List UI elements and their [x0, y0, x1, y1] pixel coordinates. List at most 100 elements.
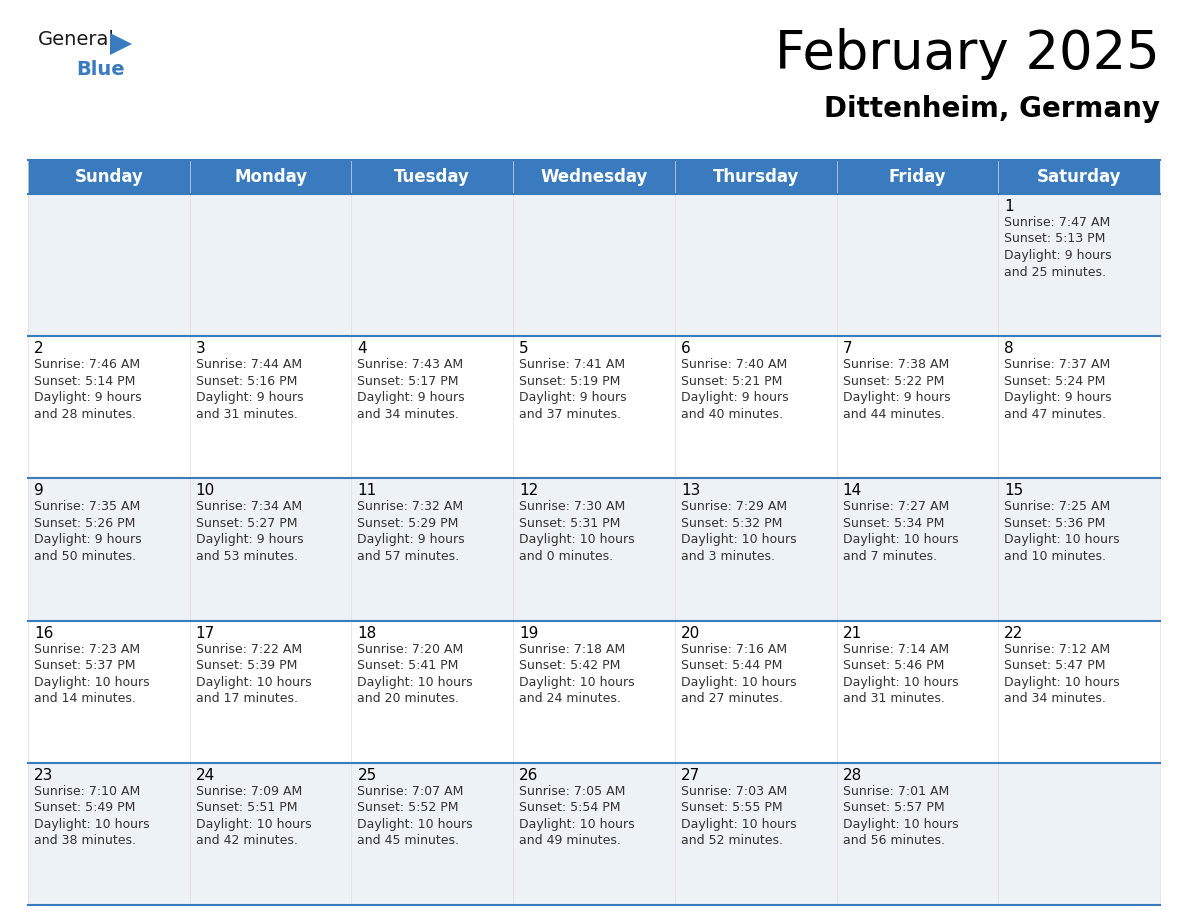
Bar	[352, 621, 513, 763]
Text: 2: 2	[34, 341, 44, 356]
Text: 24: 24	[196, 767, 215, 783]
Bar	[675, 763, 836, 905]
Bar	[29, 160, 190, 194]
Text: 13: 13	[681, 484, 700, 498]
Text: Sunrise: 7:01 AM
Sunset: 5:57 PM
Daylight: 10 hours
and 56 minutes.: Sunrise: 7:01 AM Sunset: 5:57 PM Dayligh…	[842, 785, 959, 847]
Text: Sunrise: 7:18 AM
Sunset: 5:42 PM
Daylight: 10 hours
and 24 minutes.: Sunrise: 7:18 AM Sunset: 5:42 PM Dayligh…	[519, 643, 634, 705]
Text: Blue: Blue	[76, 60, 125, 79]
Bar	[29, 478, 190, 621]
Text: Sunrise: 7:41 AM
Sunset: 5:19 PM
Daylight: 9 hours
and 37 minutes.: Sunrise: 7:41 AM Sunset: 5:19 PM Dayligh…	[519, 358, 627, 420]
Bar	[675, 478, 836, 621]
Text: Sunrise: 7:38 AM
Sunset: 5:22 PM
Daylight: 9 hours
and 44 minutes.: Sunrise: 7:38 AM Sunset: 5:22 PM Dayligh…	[842, 358, 950, 420]
Text: Sunrise: 7:25 AM
Sunset: 5:36 PM
Daylight: 10 hours
and 10 minutes.: Sunrise: 7:25 AM Sunset: 5:36 PM Dayligh…	[1004, 500, 1120, 563]
Text: 21: 21	[842, 625, 861, 641]
Text: 14: 14	[842, 484, 861, 498]
Bar	[998, 763, 1159, 905]
Text: 25: 25	[358, 767, 377, 783]
Bar	[675, 160, 836, 194]
Text: 28: 28	[842, 767, 861, 783]
Text: Friday: Friday	[889, 168, 946, 186]
Bar	[190, 336, 352, 478]
Text: Sunrise: 7:43 AM
Sunset: 5:17 PM
Daylight: 9 hours
and 34 minutes.: Sunrise: 7:43 AM Sunset: 5:17 PM Dayligh…	[358, 358, 465, 420]
Text: 23: 23	[34, 767, 53, 783]
Bar	[998, 621, 1159, 763]
Text: Sunrise: 7:29 AM
Sunset: 5:32 PM
Daylight: 10 hours
and 3 minutes.: Sunrise: 7:29 AM Sunset: 5:32 PM Dayligh…	[681, 500, 796, 563]
Bar	[513, 621, 675, 763]
Text: 4: 4	[358, 341, 367, 356]
Bar	[29, 763, 190, 905]
Text: 7: 7	[842, 341, 852, 356]
Bar	[513, 194, 675, 336]
Bar	[352, 194, 513, 336]
Text: Sunrise: 7:12 AM
Sunset: 5:47 PM
Daylight: 10 hours
and 34 minutes.: Sunrise: 7:12 AM Sunset: 5:47 PM Dayligh…	[1004, 643, 1120, 705]
Text: 6: 6	[681, 341, 690, 356]
Text: Sunrise: 7:10 AM
Sunset: 5:49 PM
Daylight: 10 hours
and 38 minutes.: Sunrise: 7:10 AM Sunset: 5:49 PM Dayligh…	[34, 785, 150, 847]
Text: 1: 1	[1004, 199, 1013, 214]
Text: 19: 19	[519, 625, 538, 641]
Bar	[836, 621, 998, 763]
Text: Sunrise: 7:07 AM
Sunset: 5:52 PM
Daylight: 10 hours
and 45 minutes.: Sunrise: 7:07 AM Sunset: 5:52 PM Dayligh…	[358, 785, 473, 847]
Bar	[998, 194, 1159, 336]
Text: 3: 3	[196, 341, 206, 356]
Bar	[836, 336, 998, 478]
Text: Sunrise: 7:23 AM
Sunset: 5:37 PM
Daylight: 10 hours
and 14 minutes.: Sunrise: 7:23 AM Sunset: 5:37 PM Dayligh…	[34, 643, 150, 705]
Text: Sunrise: 7:34 AM
Sunset: 5:27 PM
Daylight: 9 hours
and 53 minutes.: Sunrise: 7:34 AM Sunset: 5:27 PM Dayligh…	[196, 500, 303, 563]
Bar	[836, 194, 998, 336]
Text: 17: 17	[196, 625, 215, 641]
Bar	[675, 194, 836, 336]
Bar	[675, 336, 836, 478]
Text: Sunrise: 7:47 AM
Sunset: 5:13 PM
Daylight: 9 hours
and 25 minutes.: Sunrise: 7:47 AM Sunset: 5:13 PM Dayligh…	[1004, 216, 1112, 278]
Text: 27: 27	[681, 767, 700, 783]
Bar	[513, 160, 675, 194]
Text: 12: 12	[519, 484, 538, 498]
Text: Sunrise: 7:03 AM
Sunset: 5:55 PM
Daylight: 10 hours
and 52 minutes.: Sunrise: 7:03 AM Sunset: 5:55 PM Dayligh…	[681, 785, 796, 847]
Text: 9: 9	[34, 484, 44, 498]
Text: Sunrise: 7:37 AM
Sunset: 5:24 PM
Daylight: 9 hours
and 47 minutes.: Sunrise: 7:37 AM Sunset: 5:24 PM Dayligh…	[1004, 358, 1112, 420]
Bar	[836, 478, 998, 621]
Text: February 2025: February 2025	[776, 28, 1159, 80]
Bar	[29, 621, 190, 763]
Text: 5: 5	[519, 341, 529, 356]
Bar	[513, 336, 675, 478]
Text: Tuesday: Tuesday	[394, 168, 470, 186]
Bar	[998, 336, 1159, 478]
Bar	[190, 478, 352, 621]
Text: 18: 18	[358, 625, 377, 641]
Text: General: General	[38, 30, 115, 49]
Text: 26: 26	[519, 767, 538, 783]
Text: Sunrise: 7:09 AM
Sunset: 5:51 PM
Daylight: 10 hours
and 42 minutes.: Sunrise: 7:09 AM Sunset: 5:51 PM Dayligh…	[196, 785, 311, 847]
Text: 16: 16	[34, 625, 53, 641]
Text: Sunrise: 7:40 AM
Sunset: 5:21 PM
Daylight: 9 hours
and 40 minutes.: Sunrise: 7:40 AM Sunset: 5:21 PM Dayligh…	[681, 358, 789, 420]
Text: 10: 10	[196, 484, 215, 498]
Bar	[836, 763, 998, 905]
Text: Monday: Monday	[234, 168, 308, 186]
Text: Wednesday: Wednesday	[541, 168, 647, 186]
Bar	[998, 160, 1159, 194]
Text: Sunrise: 7:27 AM
Sunset: 5:34 PM
Daylight: 10 hours
and 7 minutes.: Sunrise: 7:27 AM Sunset: 5:34 PM Dayligh…	[842, 500, 959, 563]
Text: Sunrise: 7:16 AM
Sunset: 5:44 PM
Daylight: 10 hours
and 27 minutes.: Sunrise: 7:16 AM Sunset: 5:44 PM Dayligh…	[681, 643, 796, 705]
Bar	[29, 194, 190, 336]
Text: 11: 11	[358, 484, 377, 498]
Polygon shape	[110, 33, 132, 55]
Bar	[29, 336, 190, 478]
Text: Dittenheim, Germany: Dittenheim, Germany	[824, 95, 1159, 123]
Bar	[513, 478, 675, 621]
Bar	[352, 160, 513, 194]
Text: Sunrise: 7:05 AM
Sunset: 5:54 PM
Daylight: 10 hours
and 49 minutes.: Sunrise: 7:05 AM Sunset: 5:54 PM Dayligh…	[519, 785, 634, 847]
Bar	[998, 478, 1159, 621]
Text: Sunrise: 7:14 AM
Sunset: 5:46 PM
Daylight: 10 hours
and 31 minutes.: Sunrise: 7:14 AM Sunset: 5:46 PM Dayligh…	[842, 643, 959, 705]
Bar	[190, 621, 352, 763]
Bar	[190, 194, 352, 336]
Text: Thursday: Thursday	[713, 168, 798, 186]
Text: Sunrise: 7:22 AM
Sunset: 5:39 PM
Daylight: 10 hours
and 17 minutes.: Sunrise: 7:22 AM Sunset: 5:39 PM Dayligh…	[196, 643, 311, 705]
Text: Sunrise: 7:32 AM
Sunset: 5:29 PM
Daylight: 9 hours
and 57 minutes.: Sunrise: 7:32 AM Sunset: 5:29 PM Dayligh…	[358, 500, 465, 563]
Text: Sunday: Sunday	[75, 168, 144, 186]
Bar	[190, 763, 352, 905]
Text: 15: 15	[1004, 484, 1024, 498]
Bar	[513, 763, 675, 905]
Bar	[675, 621, 836, 763]
Text: Sunrise: 7:35 AM
Sunset: 5:26 PM
Daylight: 9 hours
and 50 minutes.: Sunrise: 7:35 AM Sunset: 5:26 PM Dayligh…	[34, 500, 141, 563]
Bar	[352, 336, 513, 478]
Text: 8: 8	[1004, 341, 1013, 356]
Text: 22: 22	[1004, 625, 1024, 641]
